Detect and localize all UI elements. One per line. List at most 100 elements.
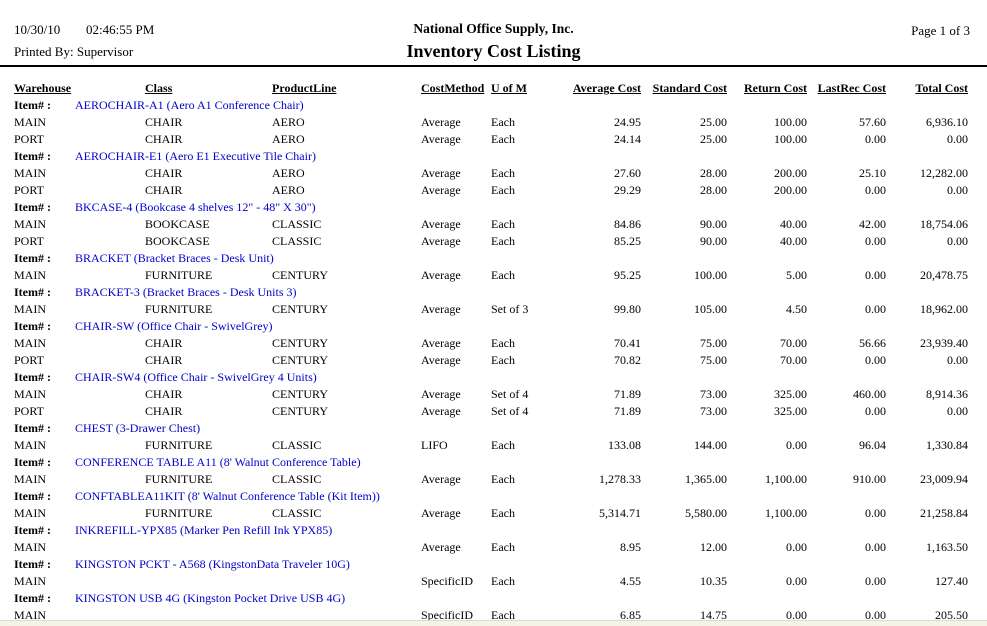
item-drilldown-link[interactable]: INKREFILL-YPX85 (Marker Pen Refill Ink Y…: [75, 523, 333, 537]
cell-total-cost: 205.50: [935, 608, 968, 622]
cell-return-cost: 40.00: [780, 234, 807, 248]
cell-class: CHAIR: [145, 387, 183, 401]
item-drilldown-link[interactable]: BRACKET-3 (Bracket Braces - Desk Units 3…: [75, 285, 297, 299]
cell-standard-cost: 105.00: [694, 302, 727, 316]
cell-total-cost: 23,009.94: [920, 472, 968, 486]
cell-warehouse: MAIN: [14, 302, 46, 316]
cell-warehouse: MAIN: [14, 217, 46, 231]
item-drilldown-link[interactable]: BRACKET (Bracket Braces - Desk Unit): [75, 251, 274, 265]
col-header-class: Class: [145, 81, 173, 95]
table-row: PORT CHAIR AERO Average Each 24.14 25.00 100.00…: [0, 131, 987, 148]
cell-product-line: CENTURY: [272, 404, 329, 418]
viewer-bottom-edge: [0, 620, 987, 626]
cell-standard-cost: 28.00: [700, 183, 727, 197]
cell-warehouse: MAIN: [14, 166, 46, 180]
item-number-label: Item# :: [14, 319, 51, 333]
cell-last-rec-cost: 0.00: [865, 132, 886, 146]
cell-cost-method: Average: [421, 387, 461, 401]
item-drilldown-link[interactable]: CONFTABLEA11KIT (8' Walnut Conference Ta…: [75, 489, 380, 503]
cell-class: CHAIR: [145, 404, 183, 418]
cell-last-rec-cost: 0.00: [865, 506, 886, 520]
table-row: MAIN CHAIR AERO Average Each 27.60 28.00 200.00…: [0, 165, 987, 182]
item-header-row: Item# : KINGSTON USB 4G (Kingston Pocket …: [0, 590, 987, 607]
cell-warehouse: MAIN: [14, 574, 46, 588]
report-date: 10/30/10: [14, 22, 61, 37]
col-header-warehouse: Warehouse: [14, 81, 72, 95]
item-drilldown-link[interactable]: KINGSTON USB 4G (Kingston Pocket Drive U…: [75, 591, 346, 605]
cell-uom: Each: [491, 268, 515, 282]
cell-last-rec-cost: 910.00: [853, 472, 886, 486]
item-number-label: Item# :: [14, 455, 51, 469]
cell-uom: Each: [491, 574, 515, 588]
cell-product-line: CLASSIC: [272, 234, 322, 248]
cell-standard-cost: 1,365.00: [685, 472, 727, 486]
cell-product-line: AERO: [272, 183, 305, 197]
item-drilldown-link[interactable]: CONFERENCE TABLE A11 (8' Walnut Conferen…: [75, 455, 361, 469]
cell-total-cost: 18,754.06: [920, 217, 968, 231]
cell-average-cost: 70.41: [614, 336, 641, 350]
item-header-row: Item# : BKCASE-4 (Bookcase 4 shelves 12" …: [0, 199, 987, 216]
cell-class: CHAIR: [145, 336, 183, 350]
table-row: MAIN FURNITURE CLASSIC LIFO Each 133.08 144.00…: [0, 437, 987, 454]
cell-return-cost: 1,100.00: [765, 506, 807, 520]
cell-total-cost: 23,939.40: [920, 336, 968, 350]
col-header-productline: ProductLine: [272, 81, 337, 95]
item-drilldown-link[interactable]: KINGSTON PCKT - A568 (KingstonData Trave…: [75, 557, 350, 571]
cell-uom: Each: [491, 115, 515, 129]
col-header-uofm: U of M: [491, 81, 527, 95]
cell-class: CHAIR: [145, 183, 183, 197]
cell-class: BOOKCASE: [145, 234, 210, 248]
item-number-label: Item# :: [14, 370, 51, 384]
cell-cost-method: Average: [421, 183, 461, 197]
cell-return-cost: 325.00: [774, 387, 807, 401]
cell-total-cost: 0.00: [947, 404, 968, 418]
item-header-row: Item# : KINGSTON PCKT - A568 (KingstonDat…: [0, 556, 987, 573]
cell-total-cost: 0.00: [947, 183, 968, 197]
cell-cost-method: Average: [421, 115, 461, 129]
cell-average-cost: 4.55: [620, 574, 641, 588]
table-row: MAIN FURNITURE CENTURY Average Set of 3 99.80…: [0, 301, 987, 318]
cell-product-line: CENTURY: [272, 268, 329, 282]
table-row: MAIN FURNITURE CENTURY Average Each 95.25 100.…: [0, 267, 987, 284]
table-row: PORT CHAIR CENTURY Average Set of 4 71.89 73.0…: [0, 403, 987, 420]
cell-class: FURNITURE: [145, 268, 213, 282]
cell-standard-cost: 90.00: [700, 217, 727, 231]
item-header-row: Item# : BRACKET (Bracket Braces - Desk Un…: [0, 250, 987, 267]
cell-average-cost: 8.95: [620, 540, 641, 554]
cell-last-rec-cost: 0.00: [865, 302, 886, 316]
cell-standard-cost: 75.00: [700, 336, 727, 350]
cell-uom: Set of 3: [491, 302, 529, 316]
item-number-label: Item# :: [14, 98, 51, 112]
printed-by-label: Printed By: Supervisor: [14, 44, 134, 59]
cell-product-line: CLASSIC: [272, 438, 322, 452]
col-header-lastrec-cost: LastRec Cost: [817, 81, 886, 95]
item-number-label: Item# :: [14, 421, 51, 435]
item-header-row: Item# : CONFERENCE TABLE A11 (8' Walnut C…: [0, 454, 987, 471]
cell-warehouse: MAIN: [14, 608, 46, 622]
item-drilldown-link[interactable]: BKCASE-4 (Bookcase 4 shelves 12" - 48" X…: [75, 200, 316, 214]
item-number-label: Item# :: [14, 200, 51, 214]
cell-warehouse: PORT: [14, 183, 44, 197]
col-header-average-cost: Average Cost: [572, 81, 641, 95]
item-drilldown-link[interactable]: CHAIR-SW4 (Office Chair - SwivelGrey 4 U…: [75, 370, 317, 384]
item-drilldown-link[interactable]: AEROCHAIR-A1 (Aero A1 Conference Chair): [75, 98, 304, 112]
item-drilldown-link[interactable]: CHAIR-SW (Office Chair - SwivelGrey): [75, 319, 273, 333]
cell-last-rec-cost: 0.00: [865, 183, 886, 197]
item-drilldown-link[interactable]: AEROCHAIR-E1 (Aero E1 Executive Tile Cha…: [75, 149, 316, 163]
cell-total-cost: 1,163.50: [926, 540, 968, 554]
cell-product-line: AERO: [272, 132, 305, 146]
cell-average-cost: 84.86: [614, 217, 641, 231]
cell-uom: Each: [491, 217, 515, 231]
item-header-row: Item# : CHEST (3-Drawer Chest): [0, 420, 987, 437]
cell-return-cost: 5.00: [786, 268, 807, 282]
cell-return-cost: 0.00: [786, 608, 807, 622]
item-number-label: Item# :: [14, 591, 51, 605]
cell-last-rec-cost: 57.60: [859, 115, 886, 129]
cell-standard-cost: 90.00: [700, 234, 727, 248]
table-row: MAIN SpecificID Each 6.85 14.75 0.00 0.00 205.5…: [0, 607, 987, 624]
cell-average-cost: 71.89: [614, 387, 641, 401]
item-drilldown-link[interactable]: CHEST (3-Drawer Chest): [75, 421, 201, 435]
cell-standard-cost: 5,580.00: [685, 506, 727, 520]
cell-uom: Each: [491, 132, 515, 146]
item-number-label: Item# :: [14, 523, 51, 537]
